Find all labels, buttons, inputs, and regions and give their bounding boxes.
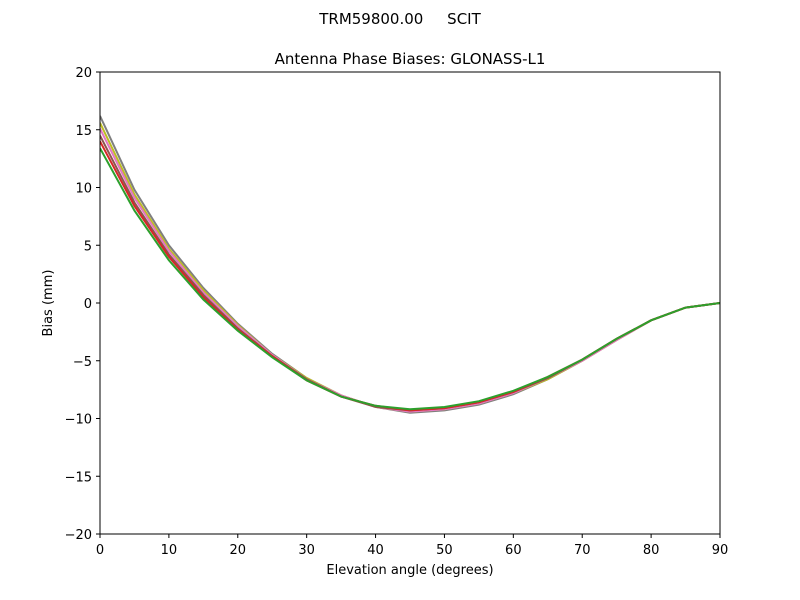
chart-title: Antenna Phase Biases: GLONASS-L1 — [275, 50, 546, 68]
x-tick-label: 0 — [96, 543, 104, 558]
y-tick-label: −5 — [73, 355, 92, 370]
y-axis-label: Bias (mm) — [41, 270, 56, 337]
suptitle: TRM59800.00 SCIT — [318, 10, 481, 28]
x-tick-label: 40 — [367, 543, 384, 558]
y-tick-label: 5 — [84, 239, 92, 254]
y-tick-label: −10 — [65, 413, 92, 428]
x-tick-label: 10 — [161, 543, 178, 558]
y-tick-label: 10 — [75, 182, 92, 197]
x-tick-label: 80 — [643, 543, 660, 558]
x-axis-label: Elevation angle (degrees) — [326, 563, 493, 578]
y-tick-label: 15 — [75, 124, 92, 139]
x-tick-label: 60 — [505, 543, 522, 558]
data-line — [100, 147, 720, 411]
x-tick-label: 20 — [230, 543, 247, 558]
x-tick-label: 50 — [436, 543, 453, 558]
y-tick-label: 0 — [84, 297, 92, 312]
x-tick-label: 70 — [574, 543, 591, 558]
y-tick-label: 20 — [75, 66, 92, 81]
y-tick-label: −20 — [65, 528, 92, 543]
y-tick-label: −15 — [65, 470, 92, 485]
x-tick-label: 30 — [298, 543, 315, 558]
x-tick-label: 90 — [712, 543, 729, 558]
